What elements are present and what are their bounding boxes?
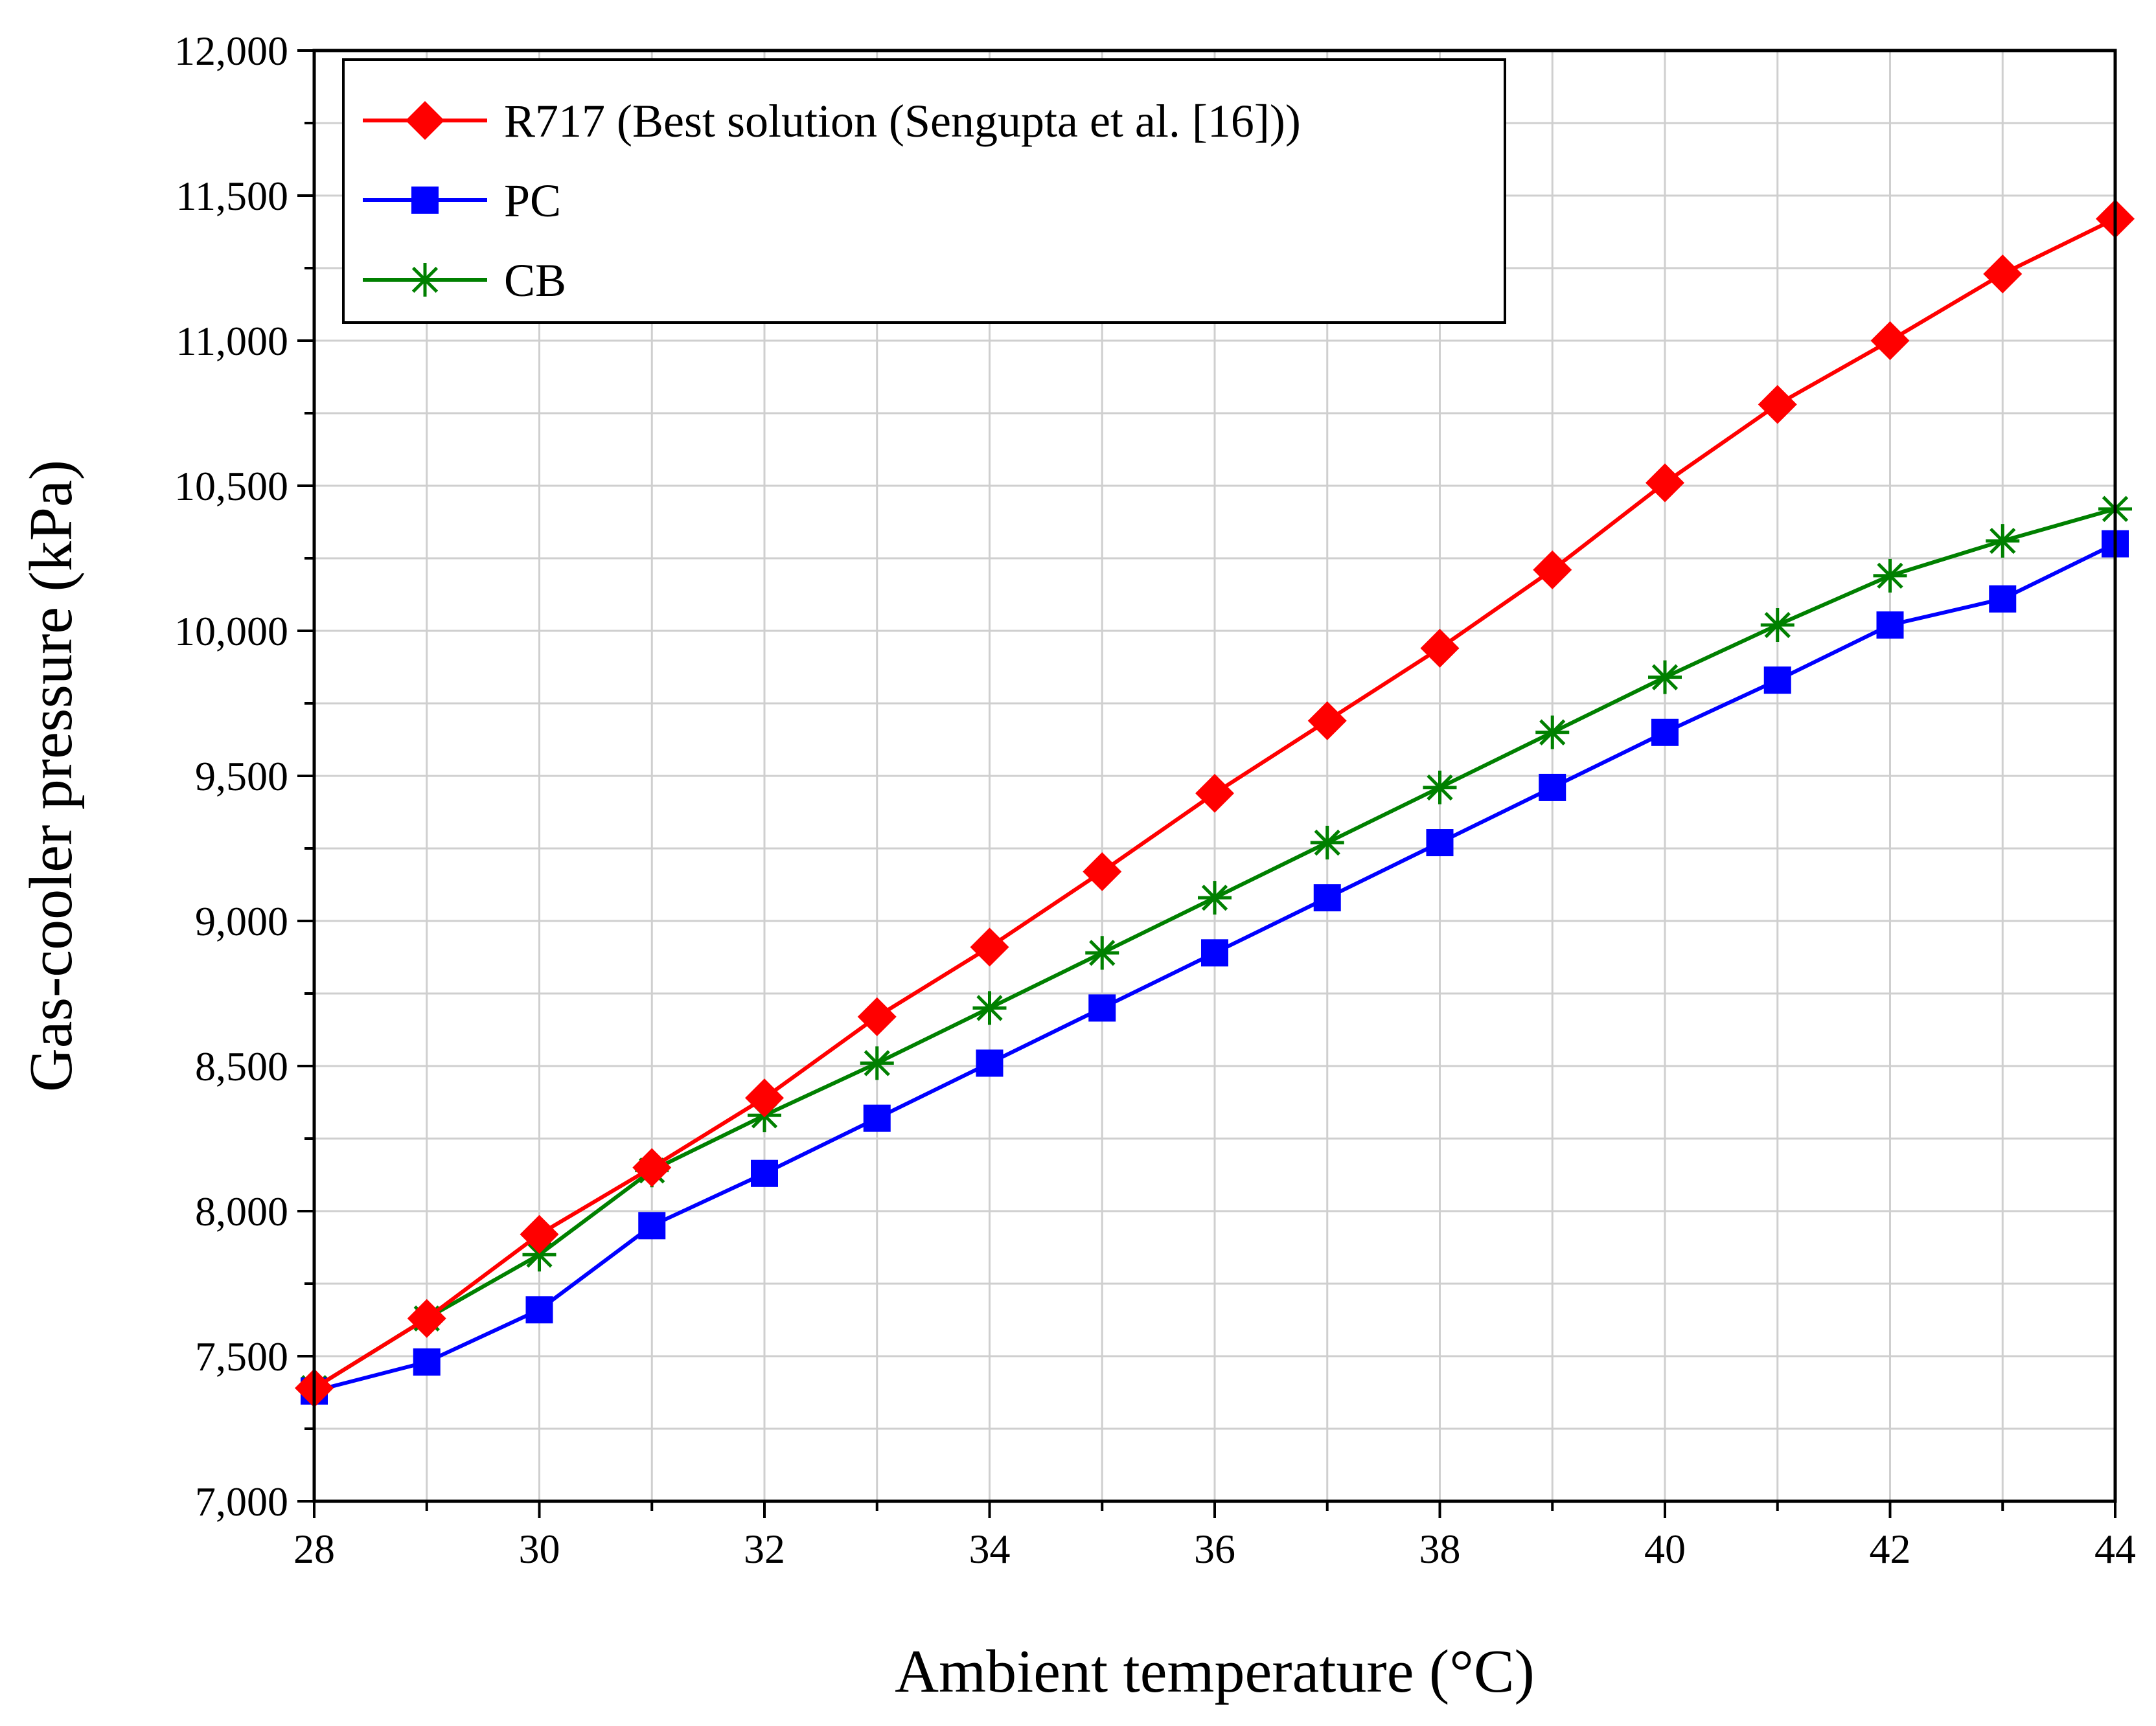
data-point (1307, 701, 1347, 740)
legend-entry: PC (363, 175, 561, 227)
data-point (972, 991, 1007, 1025)
legend-marker (406, 101, 444, 140)
x-axis-title: Ambient temperature (°C) (895, 1638, 1535, 1705)
data-point (1646, 463, 1684, 503)
y-tick-label: 8,000 (195, 1188, 288, 1234)
data-point (1758, 385, 1797, 424)
x-tick-label: 44 (2094, 1526, 2136, 1572)
y-tick-label: 9,500 (195, 753, 288, 799)
data-point (860, 1046, 894, 1080)
data-point (1539, 773, 1566, 801)
data-point (1989, 585, 2017, 613)
legend-box (342, 58, 1506, 324)
legend-marker (408, 263, 442, 297)
plot-frame (312, 49, 2117, 1503)
y-tick-label: 8,500 (195, 1043, 288, 1089)
data-point (1198, 881, 1232, 915)
data-point (1083, 852, 1122, 891)
x-tick-label: 30 (519, 1526, 560, 1572)
data-point (863, 1104, 891, 1132)
y-tick-label: 7,000 (195, 1479, 288, 1525)
series-layer (295, 199, 2135, 1408)
data-point (1426, 829, 1454, 857)
y-axis-title: Gas-cooler pressure (kPa) (17, 460, 85, 1092)
data-point (1533, 550, 1572, 589)
data-point (751, 1159, 778, 1187)
data-point (1088, 994, 1116, 1022)
data-point (1870, 321, 1910, 360)
data-point (638, 1212, 666, 1240)
y-tick-label: 10,000 (174, 608, 288, 654)
series-diamond (295, 199, 2135, 1408)
y-tick-label: 12,000 (174, 28, 288, 74)
data-point (1085, 936, 1119, 970)
legend: R717 (Best solution (Sengupta et al. [16… (342, 58, 1506, 324)
data-point (745, 1078, 784, 1118)
x-tick-label: 42 (1870, 1526, 1911, 1572)
x-tick-label: 38 (1419, 1526, 1461, 1572)
data-point (1313, 884, 1341, 912)
data-point (1201, 939, 1228, 967)
x-tick-labels: 28 30 32 34 36 38 40 42 44 (293, 1526, 2136, 1572)
y-tick-labels: 7,000 7,500 8,000 8,500 9,000 9,500 10,000 10,5… (174, 28, 288, 1525)
data-point (1763, 666, 1791, 694)
data-point (525, 1296, 553, 1324)
legend-label: PC (504, 175, 561, 227)
data-point (1876, 611, 1904, 639)
data-point (970, 927, 1009, 967)
legend-label: R717 (Best solution (Sengupta et al. [16… (504, 95, 1301, 147)
legend-marker (411, 187, 439, 214)
data-point (1983, 254, 2023, 293)
data-point (1420, 628, 1460, 668)
data-point (1310, 826, 1344, 860)
data-point (976, 1049, 1003, 1077)
x-tick-label: 32 (744, 1526, 785, 1572)
data-point (1651, 718, 1679, 746)
data-point (1873, 558, 1907, 593)
data-point (1535, 715, 1570, 749)
x-tick-label: 28 (293, 1526, 335, 1572)
y-tick-label: 10,500 (174, 463, 288, 509)
y-tick-label: 11,500 (176, 173, 288, 219)
x-tick-label: 34 (969, 1526, 1011, 1572)
y-tick-label: 11,000 (176, 318, 288, 364)
data-point (632, 1148, 672, 1187)
x-tick-label: 40 (1644, 1526, 1686, 1572)
data-point (413, 1348, 441, 1376)
data-point (857, 997, 897, 1036)
legend-entry: CB (363, 255, 566, 306)
data-point (1195, 773, 1234, 813)
legend-label: CB (504, 255, 566, 306)
legend-entry: R717 (Best solution (Sengupta et al. [16… (363, 95, 1301, 147)
data-point (1648, 660, 1682, 694)
data-point (407, 1299, 446, 1338)
data-point (1423, 770, 1457, 804)
data-point (1986, 524, 2020, 558)
data-point (1760, 608, 1795, 642)
y-tick-label: 7,500 (195, 1334, 288, 1380)
x-tick-label: 36 (1194, 1526, 1235, 1572)
axis-ticks (297, 49, 2116, 1518)
data-point (520, 1214, 559, 1254)
y-tick-label: 9,000 (195, 898, 288, 944)
